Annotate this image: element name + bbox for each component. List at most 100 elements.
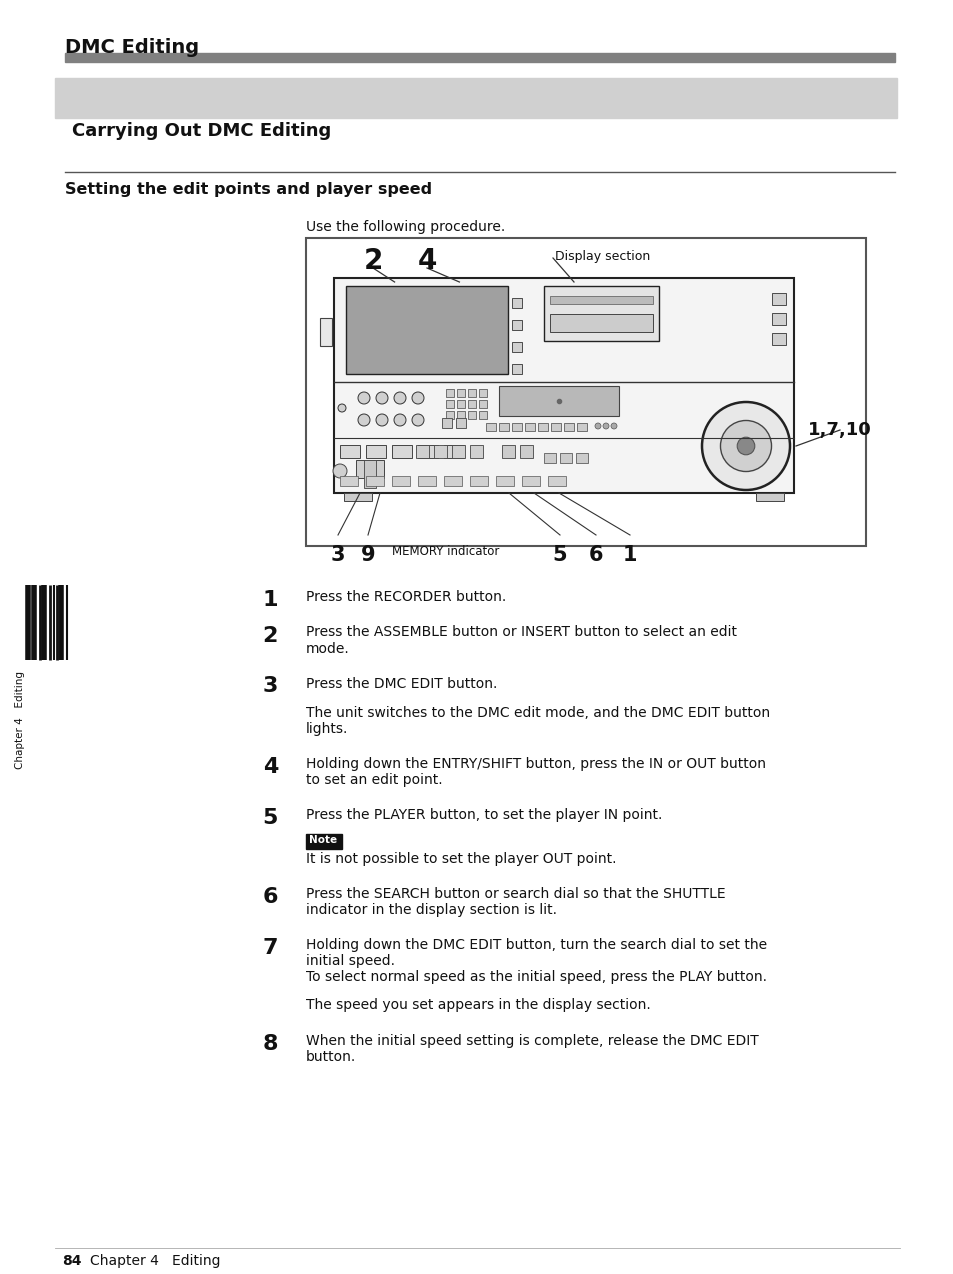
Circle shape	[720, 420, 771, 471]
Text: 84: 84	[62, 1254, 81, 1268]
Bar	[512, 298, 521, 308]
Bar	[543, 454, 556, 462]
Text: 4: 4	[262, 757, 277, 777]
Circle shape	[595, 423, 600, 429]
Text: Setting the edit points and player speed: Setting the edit points and player speed	[65, 182, 432, 197]
Bar	[498, 423, 509, 431]
Bar	[366, 445, 386, 457]
Bar	[456, 412, 464, 419]
Bar	[55, 78, 896, 118]
Bar	[755, 493, 783, 501]
Text: The unit switches to the DMC edit mode, and the DMC EDIT button
lights.: The unit switches to the DMC edit mode, …	[306, 706, 769, 736]
Bar	[478, 412, 486, 419]
Circle shape	[333, 464, 347, 478]
Bar	[771, 333, 785, 345]
Bar	[65, 54, 894, 62]
Text: 1: 1	[622, 545, 637, 564]
Text: 2: 2	[262, 626, 277, 646]
Bar	[501, 445, 515, 457]
Circle shape	[357, 392, 370, 404]
Bar	[468, 389, 476, 397]
Text: 9: 9	[360, 545, 375, 564]
Circle shape	[394, 392, 406, 404]
Bar	[456, 389, 464, 397]
Text: Display section: Display section	[555, 250, 650, 262]
Text: MEMORY indicator: MEMORY indicator	[392, 545, 498, 558]
Bar	[547, 476, 565, 485]
Bar	[364, 460, 375, 488]
Text: Press the PLAYER button, to set the player IN point.: Press the PLAYER button, to set the play…	[306, 808, 661, 822]
Text: Press the SEARCH button or search dial so that the SHUTTLE
indicator in the disp: Press the SEARCH button or search dial s…	[306, 887, 725, 917]
Bar	[496, 476, 514, 485]
Text: 5: 5	[552, 545, 567, 564]
Bar	[498, 386, 618, 417]
Circle shape	[602, 423, 608, 429]
Text: Press the RECORDER button.: Press the RECORDER button.	[306, 590, 506, 604]
Bar	[456, 418, 465, 428]
Bar	[446, 389, 454, 397]
Bar	[417, 476, 436, 485]
Text: Chapter 4   Editing: Chapter 4 Editing	[90, 1254, 220, 1268]
Bar	[441, 418, 452, 428]
Bar	[563, 423, 574, 431]
Circle shape	[701, 403, 789, 490]
Circle shape	[357, 414, 370, 426]
Bar	[434, 445, 447, 457]
Bar	[366, 476, 384, 485]
Bar	[512, 423, 521, 431]
Bar	[392, 476, 410, 485]
Circle shape	[610, 423, 617, 429]
Bar	[519, 445, 533, 457]
Bar	[771, 293, 785, 304]
Bar	[417, 445, 437, 457]
Text: Use the following procedure.: Use the following procedure.	[306, 220, 505, 234]
Bar	[443, 476, 461, 485]
Bar	[346, 285, 507, 375]
Circle shape	[375, 392, 388, 404]
Bar	[468, 412, 476, 419]
Bar	[306, 833, 341, 848]
Bar	[551, 423, 560, 431]
Bar	[478, 389, 486, 397]
Text: The speed you set appears in the display section.: The speed you set appears in the display…	[306, 999, 650, 1013]
Bar	[392, 445, 412, 457]
Bar	[452, 445, 464, 457]
Bar	[524, 423, 535, 431]
Bar	[470, 476, 488, 485]
Text: When the initial speed setting is complete, release the DMC EDIT
button.: When the initial speed setting is comple…	[306, 1034, 758, 1064]
Bar	[485, 423, 496, 431]
Bar	[478, 400, 486, 408]
Bar	[771, 313, 785, 325]
Bar	[306, 238, 865, 547]
Circle shape	[412, 414, 423, 426]
Text: It is not possible to set the player OUT point.: It is not possible to set the player OUT…	[306, 851, 616, 865]
Bar	[339, 445, 359, 457]
Circle shape	[737, 437, 754, 455]
Bar	[344, 493, 372, 501]
Circle shape	[337, 404, 346, 412]
Bar	[512, 364, 521, 375]
Bar	[550, 296, 652, 304]
Bar	[334, 278, 793, 493]
Text: Note: Note	[309, 834, 336, 845]
Circle shape	[375, 414, 388, 426]
Text: Press the ASSEMBLE button or INSERT button to select an edit
mode.: Press the ASSEMBLE button or INSERT butt…	[306, 626, 737, 656]
Bar	[576, 454, 587, 462]
Text: Carrying Out DMC Editing: Carrying Out DMC Editing	[71, 122, 331, 140]
Bar	[456, 400, 464, 408]
Bar	[446, 400, 454, 408]
Text: 7: 7	[262, 938, 277, 958]
Bar	[521, 476, 539, 485]
Bar	[470, 445, 482, 457]
Bar	[443, 445, 463, 457]
Text: DMC Editing: DMC Editing	[65, 38, 199, 57]
Text: 3: 3	[262, 676, 277, 697]
Text: Chapter 4   Editing: Chapter 4 Editing	[15, 671, 25, 769]
Text: 1: 1	[262, 590, 277, 610]
Bar	[339, 476, 357, 485]
Text: 5: 5	[262, 808, 277, 828]
Text: 4: 4	[416, 247, 436, 275]
Bar	[512, 320, 521, 330]
Text: 8: 8	[262, 1034, 277, 1054]
Bar	[512, 341, 521, 352]
